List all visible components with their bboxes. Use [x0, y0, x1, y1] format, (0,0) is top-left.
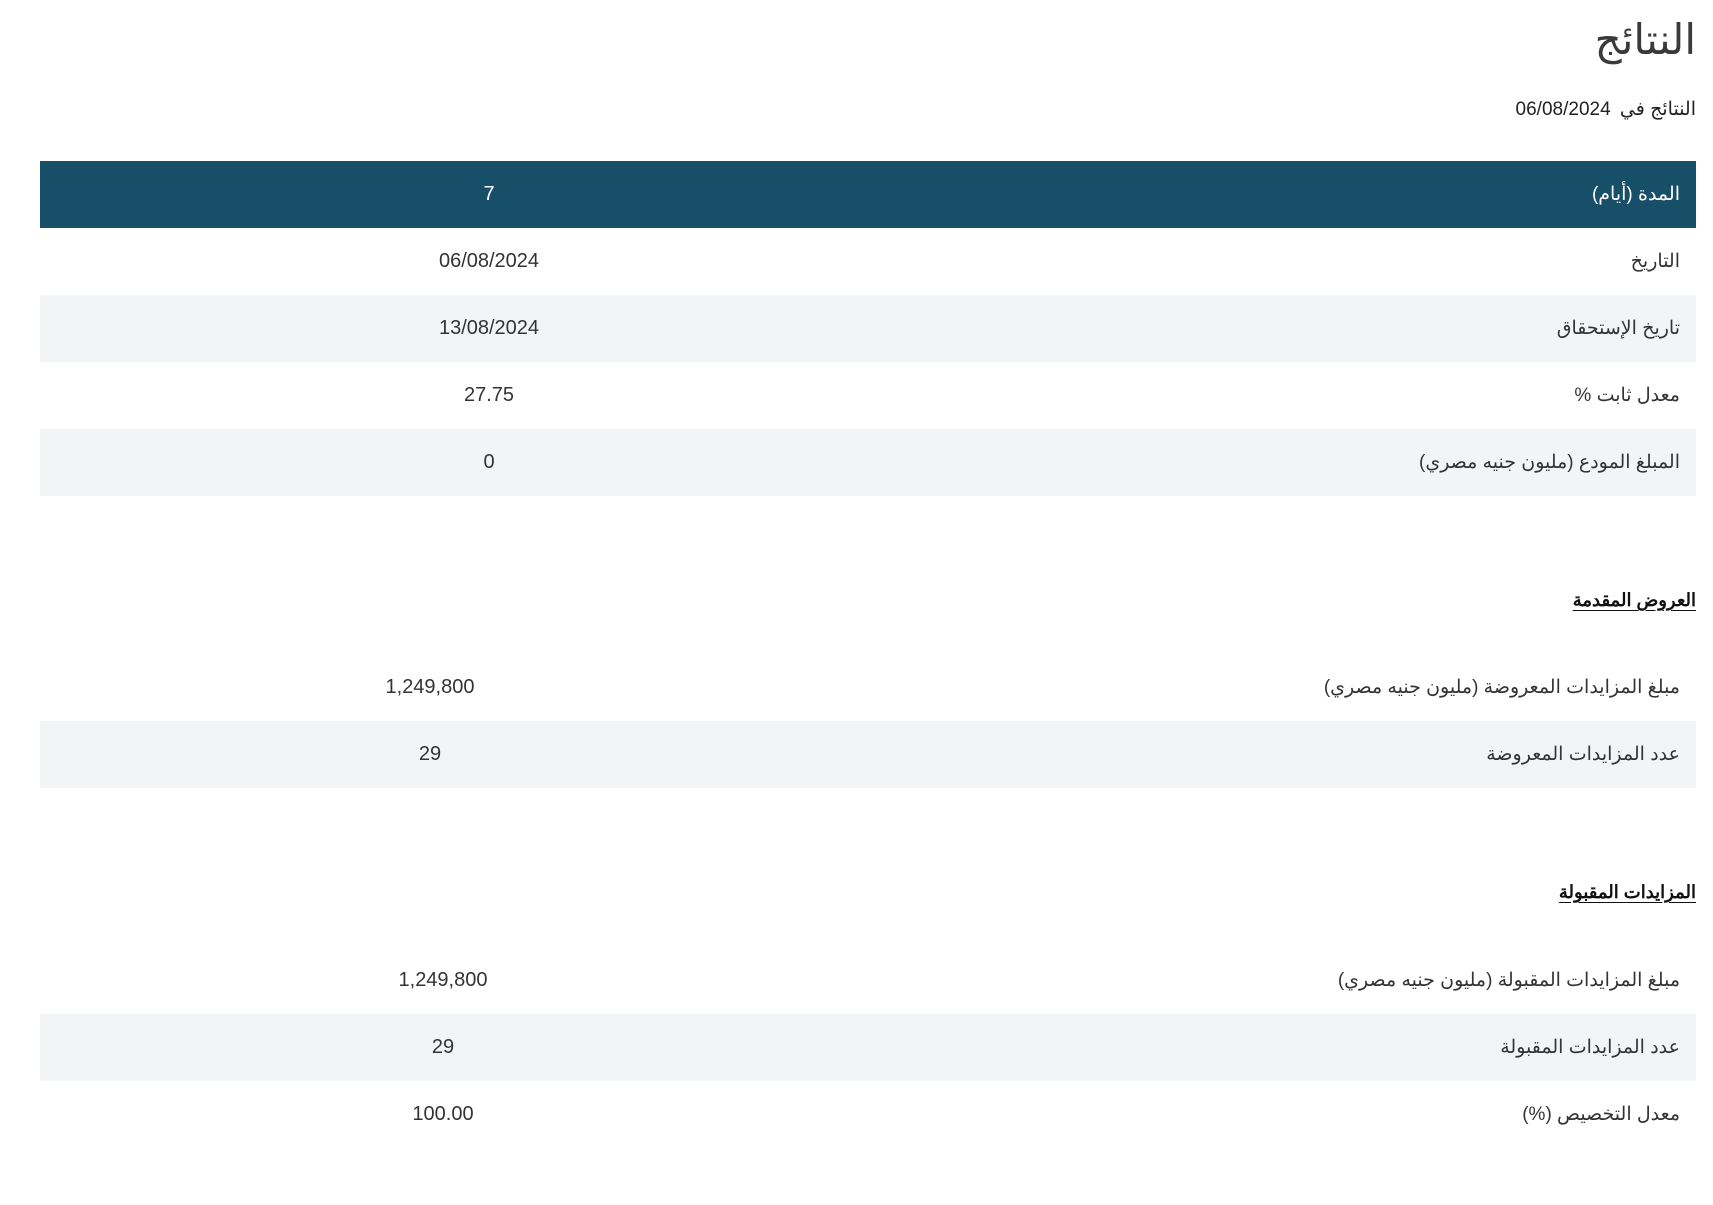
- duration-value: 7: [483, 183, 495, 205]
- accepted-amount-value: 1,249,800: [398, 969, 488, 991]
- results-table: المدة (أيام) 7 التاريخ 06/08/2024 تاريخ …: [40, 161, 1696, 496]
- accepted-bids-table: مبلغ المزايدات المقبولة (مليون جنيه مصري…: [40, 947, 1696, 1148]
- maturity-date-value: 13/08/2024: [438, 317, 540, 339]
- accepted-count-value: 29: [431, 1036, 455, 1058]
- table-row: المبلغ المودع (مليون جنيه مصري) 0: [40, 429, 1696, 496]
- date-label: التاريخ: [1630, 251, 1680, 272]
- accepted-amount-label: مبلغ المزايدات المقبولة (مليون جنيه مصري…: [1337, 970, 1680, 991]
- table-row: معدل التخصيص (%) 100.00: [40, 1081, 1696, 1148]
- table-header-row: المدة (أيام) 7: [40, 161, 1696, 228]
- offered-count-value: 29: [418, 743, 442, 765]
- table-row: معدل ثابت % 27.75: [40, 362, 1696, 429]
- results-date-value: 06/08/2024: [1515, 99, 1611, 120]
- offered-amount-value: 1,249,800: [385, 676, 475, 698]
- allocation-rate-label: معدل التخصيص (%): [1522, 1104, 1680, 1125]
- maturity-date-label: تاريخ الإستحقاق: [1556, 318, 1680, 339]
- results-date-label: النتائج في: [1619, 99, 1696, 120]
- table-row: مبلغ المزايدات المعروضة (مليون جنيه مصري…: [40, 654, 1696, 721]
- deposited-amount-label: المبلغ المودع (مليون جنيه مصري): [1419, 452, 1680, 473]
- offered-bids-heading: العروض المقدمة: [1572, 590, 1696, 610]
- allocation-rate-value: 100.00: [412, 1103, 474, 1125]
- results-date: النتائج في 06/08/2024: [1516, 96, 1696, 124]
- table-row: مبلغ المزايدات المقبولة (مليون جنيه مصري…: [40, 947, 1696, 1014]
- offered-amount-label: مبلغ المزايدات المعروضة (مليون جنيه مصري…: [1323, 677, 1680, 698]
- table-row: تاريخ الإستحقاق 13/08/2024: [40, 295, 1696, 362]
- fixed-rate-label: معدل ثابت %: [1574, 385, 1680, 406]
- accepted-count-label: عدد المزايدات المقبولة: [1500, 1037, 1680, 1058]
- table-row: عدد المزايدات المقبولة 29: [40, 1014, 1696, 1081]
- offered-count-label: عدد المزايدات المعروضة: [1486, 744, 1680, 765]
- table-row: عدد المزايدات المعروضة 29: [40, 721, 1696, 788]
- fixed-rate-value: 27.75: [463, 384, 515, 406]
- duration-label: المدة (أيام): [1591, 184, 1680, 205]
- table-row: التاريخ 06/08/2024: [40, 228, 1696, 295]
- accepted-bids-heading: المزايدات المقبولة: [1558, 882, 1696, 902]
- offered-bids-table: مبلغ المزايدات المعروضة (مليون جنيه مصري…: [40, 654, 1696, 788]
- deposited-amount-value: 0: [483, 451, 495, 473]
- page-title: النتائج: [1594, 15, 1696, 64]
- date-value: 06/08/2024: [438, 250, 540, 272]
